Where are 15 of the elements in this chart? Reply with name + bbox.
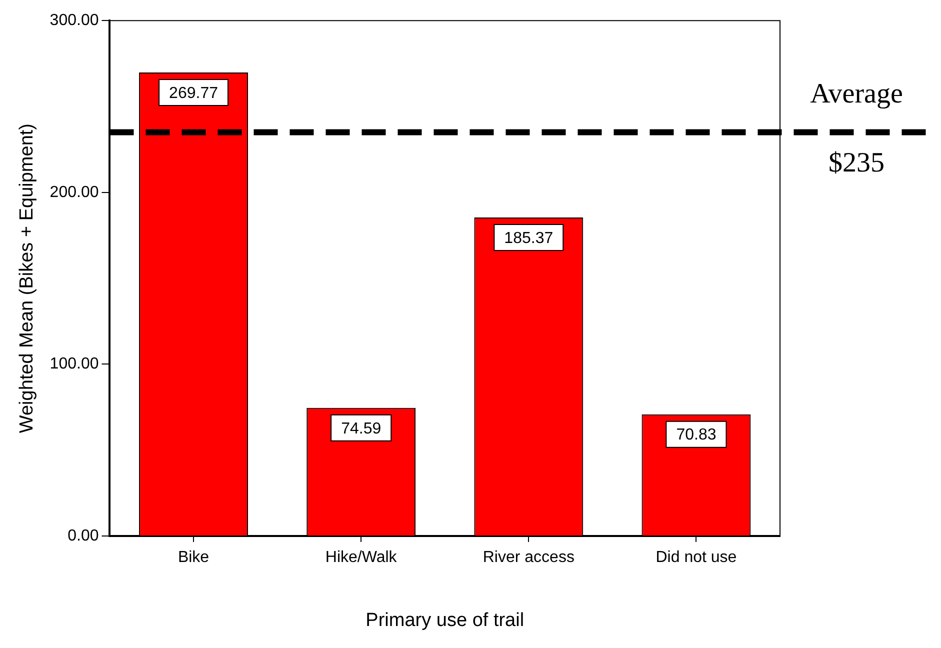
x-tick-label: River access: [482, 549, 574, 566]
x-tick-label: Did not use: [656, 549, 737, 566]
data-label: 185.37: [504, 230, 554, 247]
data-label: 70.83: [676, 426, 716, 444]
x-tick-label: Hike/Walk: [325, 549, 398, 566]
x-axis-title: Primary use of trail: [366, 610, 524, 631]
y-tick-label: 100.00: [50, 356, 99, 373]
x-tick-label: Bike: [178, 549, 210, 566]
text: Average $235: [810, 78, 903, 179]
y-tick-label: 0.00: [68, 527, 99, 544]
y-axis-title: Weighted Mean (Bikes + Equipment): [16, 123, 38, 434]
y-tick-label: 300.00: [50, 12, 99, 30]
data-label: 74.59: [341, 420, 382, 438]
y-tick-label: 200.00: [50, 184, 99, 201]
data-label: 269.77: [169, 84, 218, 102]
